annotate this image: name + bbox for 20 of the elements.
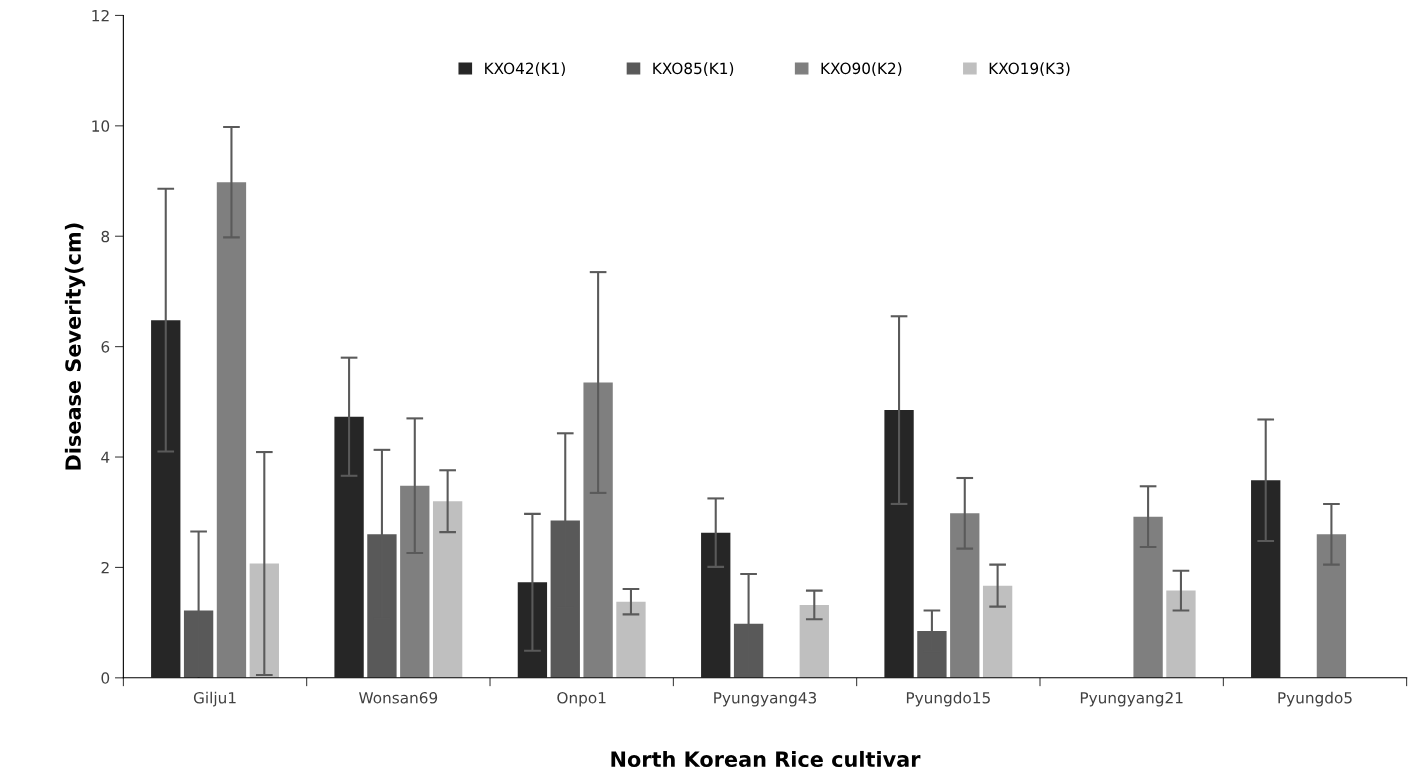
x-tick-label: Pyungyang21 — [1080, 691, 1183, 707]
y-tick-label: 12 — [92, 9, 109, 22]
x-tick-label: Pyungyang43 — [714, 691, 817, 707]
y-tick-label: 4 — [101, 451, 110, 463]
legend-label: KXO90(K2) — [821, 62, 902, 76]
y-tick-label: 0 — [101, 672, 110, 684]
legend-label: KXO42(K1) — [485, 62, 565, 76]
y-tick-label: 8 — [101, 230, 110, 243]
y-tick-label: 10 — [92, 120, 110, 132]
y-tick-label: 2 — [101, 561, 109, 574]
x-axis-title: North Korean Rice cultivar — [611, 750, 921, 768]
x-tick-label: Onpo1 — [557, 691, 606, 707]
x-tick-label: Pyungdo5 — [1278, 691, 1352, 707]
legend-label: KXO85(K1) — [653, 62, 734, 76]
legend-label: KXO19(K3) — [989, 62, 1070, 76]
x-tick-label: Pyungdo15 — [906, 691, 990, 707]
y-axis-title: Disease Severity(cm) — [64, 223, 86, 470]
x-tick-label: Wonsan69 — [359, 691, 438, 704]
x-tick-label: Gilju1 — [193, 691, 236, 707]
y-tick-label: 6 — [101, 341, 110, 353]
